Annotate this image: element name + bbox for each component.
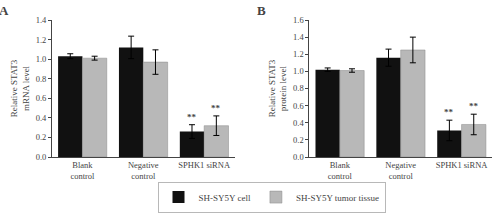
svg-text:0.0: 0.0 <box>36 152 47 162</box>
svg-text:1.0: 1.0 <box>36 54 47 64</box>
svg-text:1.4: 1.4 <box>36 15 47 25</box>
svg-text:0.8: 0.8 <box>293 83 304 93</box>
svg-text:0.4: 0.4 <box>36 113 47 123</box>
svg-text:Relative STAT3protein level: Relative STAT3protein level <box>267 59 289 117</box>
svg-text:Blankcontrol: Blankcontrol <box>328 160 353 181</box>
svg-text:**: ** <box>211 103 221 113</box>
svg-text:**: ** <box>444 107 454 117</box>
svg-text:0.2: 0.2 <box>36 132 47 142</box>
svg-text:Negativecontrol: Negativecontrol <box>128 160 159 181</box>
svg-text:A: A <box>0 3 9 18</box>
svg-text:SH-SY5Y cell: SH-SY5Y cell <box>199 193 251 203</box>
svg-text:SH-SY5Y tumor tissue: SH-SY5Y tumor tissue <box>296 193 379 203</box>
svg-text:1.6: 1.6 <box>293 15 304 25</box>
svg-text:0.2: 0.2 <box>293 135 304 145</box>
svg-text:Relative STAT3mRNA level: Relative STAT3mRNA level <box>9 59 31 117</box>
svg-text:0.6: 0.6 <box>293 101 304 111</box>
svg-text:SPHK1 siRNA: SPHK1 siRNA <box>436 160 489 170</box>
svg-text:Negativecontrol: Negativecontrol <box>385 160 416 181</box>
svg-text:0.4: 0.4 <box>293 118 304 128</box>
svg-text:1.2: 1.2 <box>36 35 47 45</box>
svg-text:SPHK1 siRNA: SPHK1 siRNA <box>178 160 231 170</box>
svg-text:B: B <box>257 3 266 18</box>
svg-text:1.0: 1.0 <box>293 66 304 76</box>
svg-text:Blankcontrol: Blankcontrol <box>70 160 95 181</box>
svg-text:**: ** <box>187 112 197 122</box>
svg-text:0.8: 0.8 <box>36 74 47 84</box>
svg-text:**: ** <box>469 101 479 111</box>
svg-text:1.4: 1.4 <box>293 32 304 42</box>
svg-text:0.0: 0.0 <box>293 152 304 162</box>
svg-text:0.6: 0.6 <box>36 93 47 103</box>
svg-text:1.2: 1.2 <box>293 49 304 59</box>
